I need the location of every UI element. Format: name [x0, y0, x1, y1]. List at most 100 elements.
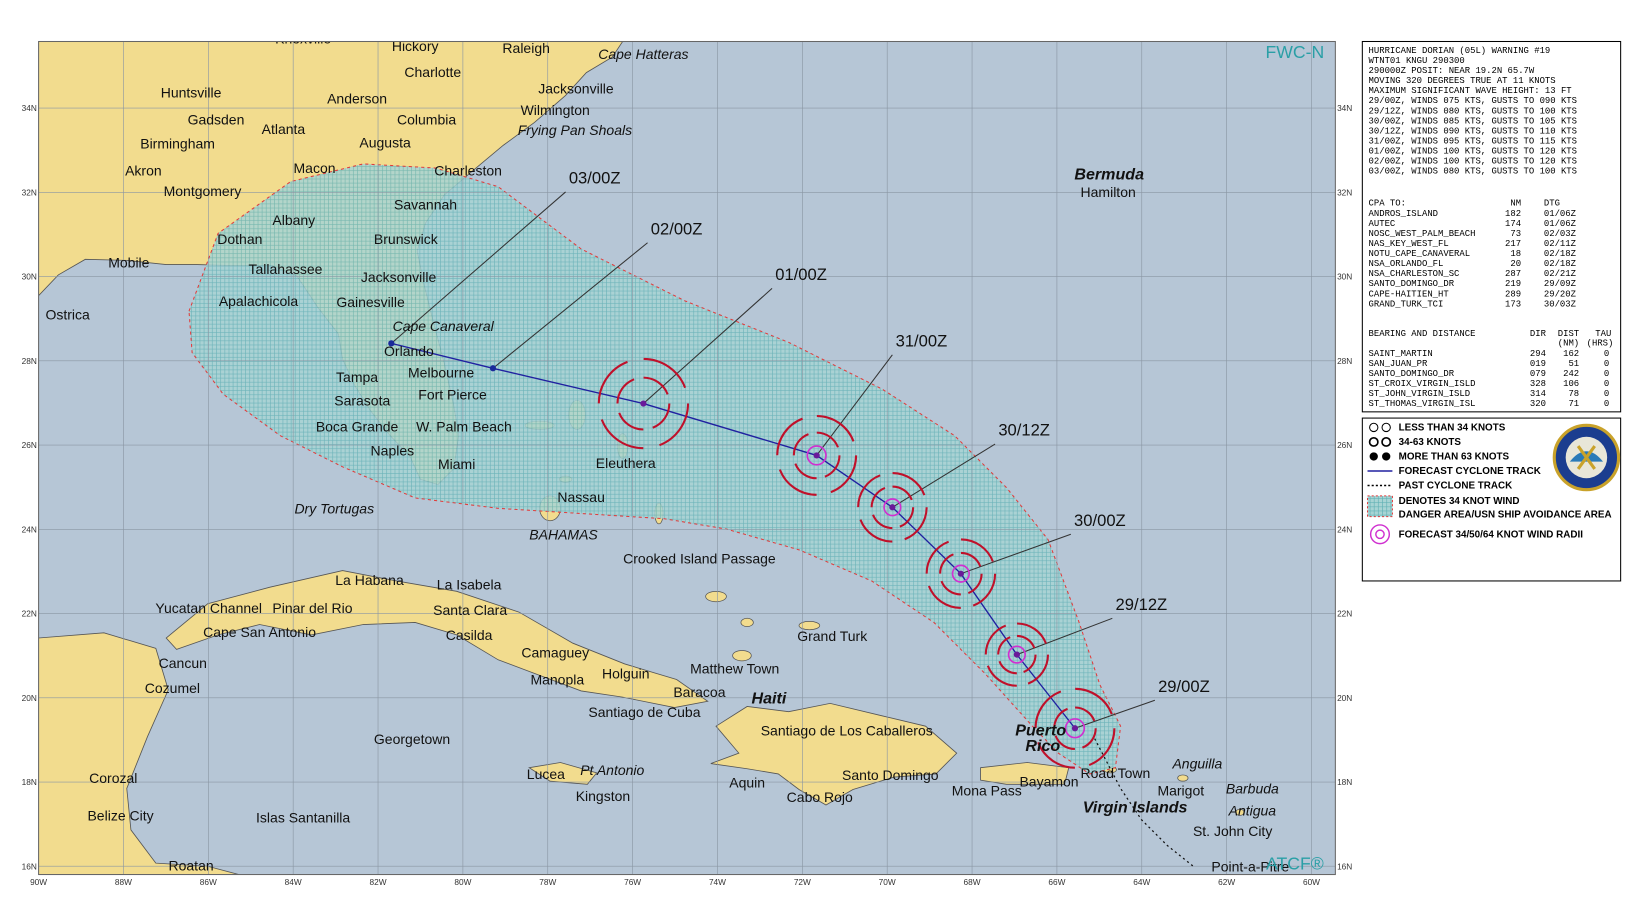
place-label: Baracoa — [673, 684, 725, 700]
longitude-label: 68W — [964, 877, 981, 887]
longitude-label: 78W — [539, 877, 556, 887]
legend-label: 34-63 KNOTS — [1399, 437, 1462, 448]
latitude-label: 34N — [1337, 103, 1352, 113]
place-label: Jacksonville — [538, 80, 614, 96]
place-label: Gadsden — [188, 111, 245, 127]
cpa-station: CAPE-HAITIEN_HT — [1369, 289, 1450, 299]
place-label: Macon — [294, 160, 336, 176]
place-label: Camaguey — [521, 645, 589, 661]
cpa-distance: 73 — [1510, 229, 1521, 239]
wind-radius-34kt — [925, 538, 997, 609]
longitude-label: 80W — [454, 877, 471, 887]
bearing-header: BEARING AND DISTANCE — [1369, 329, 1476, 339]
latitude-label: 30N — [22, 272, 37, 282]
place-label: W. Palm Beach — [416, 419, 512, 435]
cpa-time: 29/09Z — [1544, 279, 1577, 289]
bearing-tau: 0 — [1604, 349, 1609, 359]
bearing-station: SAINT_MARTIN — [1369, 349, 1433, 359]
cpa-distance: 182 — [1505, 209, 1521, 219]
place-label: Islas Santanilla — [256, 810, 350, 826]
place-label: BAHAMAS — [529, 526, 598, 542]
land — [38, 632, 239, 875]
cpa-distance: 173 — [1505, 299, 1521, 309]
place-label: Augusta — [359, 134, 411, 150]
bearing-direction: 019 — [1530, 359, 1546, 369]
legend-symbol — [1366, 495, 1393, 518]
place-label: La Habana — [335, 572, 404, 588]
legend-label: PAST CYCLONE TRACK — [1399, 481, 1513, 492]
cpa-station: SANTO_DOMINGO_DR — [1369, 279, 1455, 289]
bearing-direction: 328 — [1530, 379, 1546, 389]
place-label: Barbuda — [1226, 781, 1279, 797]
bearing-direction: 294 — [1530, 349, 1546, 359]
leader-line — [1016, 617, 1113, 656]
forecast-position — [640, 400, 647, 407]
longitude-label: 62W — [1218, 877, 1235, 887]
place-label: Cape San Antonio — [203, 624, 316, 640]
cpa-header: CPA TO: — [1369, 198, 1406, 208]
place-label: Puerto — [1015, 722, 1066, 740]
cpa-station: GRAND_TURK_TCI — [1369, 299, 1444, 309]
place-label: Anderson — [327, 91, 387, 107]
forecast-time-label: 30/12Z — [998, 421, 1050, 440]
wind-radius-34kt — [776, 414, 858, 496]
legend-label: FORECAST 34/50/64 KNOT WIND RADII — [1399, 529, 1584, 540]
place-label: Akron — [125, 162, 162, 178]
latitude-label: 26N — [22, 440, 37, 450]
place-label: Georgetown — [374, 731, 450, 747]
wind-radius-64kt — [1007, 645, 1026, 664]
cpa-time: 01/06Z — [1544, 209, 1577, 219]
warning-panel — [1361, 40, 1622, 413]
longitude-label: 66W — [1048, 877, 1065, 887]
place-label: Melbourne — [408, 365, 474, 381]
leader-line — [492, 242, 648, 369]
warning-line: WTNT01 KNGU 290300 — [1369, 56, 1465, 66]
cpa-station: NOTU_CAPE_CANAVERAL — [1369, 249, 1471, 259]
bearing-station: SAN_JUAN_PR — [1369, 359, 1428, 369]
latitude-label: 20N — [22, 693, 37, 703]
place-label: Columbia — [397, 111, 456, 127]
graticule — [38, 41, 1336, 875]
leader-line — [960, 533, 1071, 575]
latitude-label: 24N — [22, 524, 37, 534]
place-label: Holguin — [602, 665, 649, 681]
latitude-label: 28N — [1337, 356, 1352, 366]
place-label: Pt Antonio — [580, 762, 644, 778]
place-label: Sarasota — [334, 393, 390, 409]
legend-label: LESS THAN 34 KNOTS — [1399, 423, 1506, 434]
bearing-distance: 78 — [1568, 389, 1579, 399]
place-label: Dothan — [217, 231, 262, 247]
bearing-tau: 0 — [1604, 369, 1609, 379]
place-label: Cozumel — [145, 680, 200, 696]
warning-line: 02/00Z, WINDS 100 KTS, GUSTS TO 120 KTS — [1369, 157, 1577, 167]
longitude-label: 84W — [285, 877, 302, 887]
place-label: Santa Clara — [433, 602, 507, 618]
place-label: Cabo Rojo — [787, 789, 853, 805]
longitude-label: 60W — [1303, 877, 1320, 887]
legend-label: MORE THAN 63 KNOTS — [1399, 452, 1510, 463]
place-label: Albany — [272, 212, 315, 228]
place-label: Raleigh — [502, 40, 549, 56]
place-label: Anguilla — [1171, 756, 1222, 772]
land — [165, 570, 709, 708]
bearing-distance: 51 — [1568, 359, 1579, 369]
forecast-position — [889, 504, 896, 511]
place-label: Haiti — [752, 689, 787, 707]
cpa-time: 02/11Z — [1544, 239, 1577, 249]
place-label: Mona Pass — [952, 783, 1022, 799]
cpa-station: AUTEC — [1369, 219, 1396, 229]
legend-symbol — [1368, 436, 1379, 447]
wind-radius-50kt — [939, 551, 983, 596]
cpa-station: ANDROS_ISLAND — [1369, 209, 1438, 219]
latitude-label: 30N — [1337, 272, 1352, 282]
map-frame — [38, 40, 1336, 876]
place-label: Savannah — [394, 197, 457, 213]
latitude-label: 26N — [1337, 440, 1352, 450]
longitude-label: 76W — [624, 877, 641, 887]
forecast-track-layer: 29/00Z 29/12Z 30/00Z 30/12Z 31/00Z 01/00Z 02/0… — [388, 169, 1210, 769]
bearing-tau: 0 — [1604, 389, 1609, 399]
bearing-direction: 079 — [1530, 369, 1546, 379]
longitude-label: 70W — [879, 877, 896, 887]
place-label: Point-a-Pitre — [1211, 858, 1289, 874]
